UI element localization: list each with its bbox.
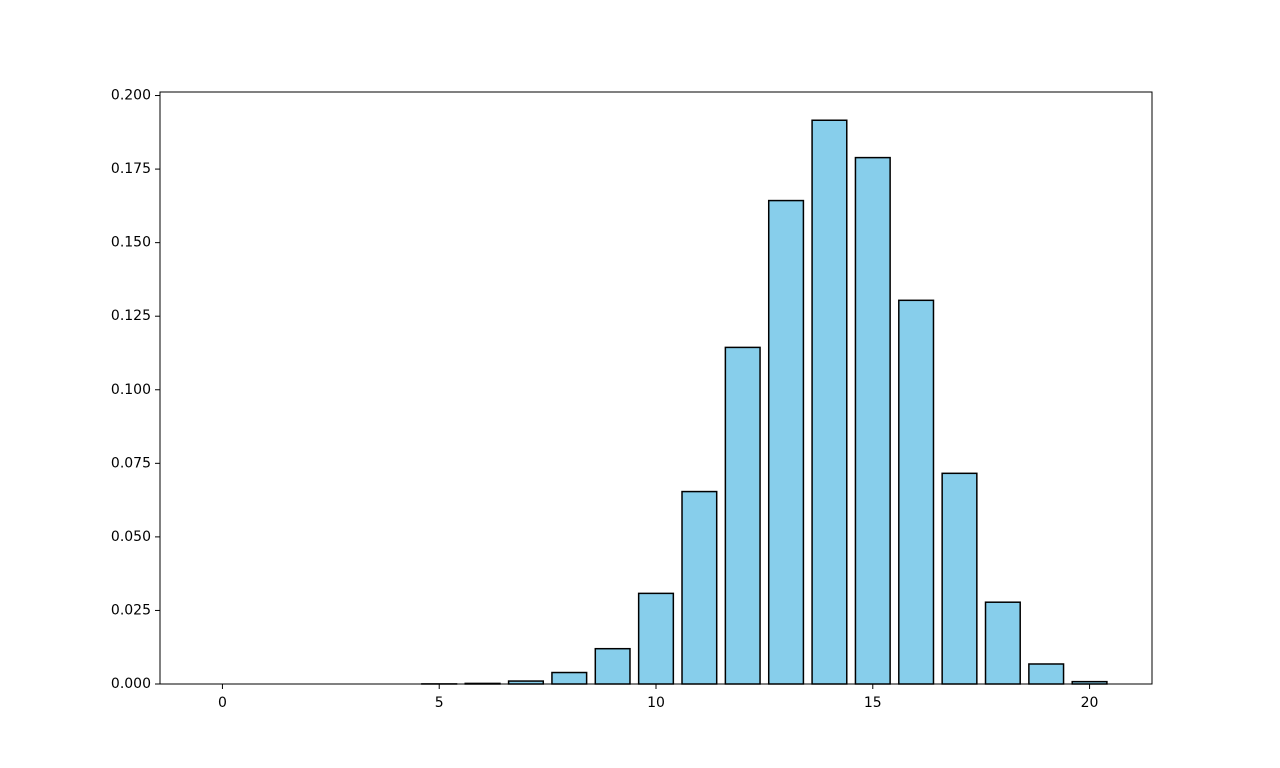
bar — [898, 299, 935, 685]
y-tick-label: 0.150 — [111, 235, 151, 251]
bar — [551, 671, 588, 685]
bar — [767, 199, 805, 685]
x-tick-label: 0 — [218, 695, 227, 711]
y-tick-label: 0.025 — [111, 602, 151, 618]
y-tick-label: 0.050 — [111, 529, 151, 545]
bar — [811, 119, 848, 685]
y-tick-label: 0.100 — [111, 382, 151, 398]
plot-frame — [159, 91, 1153, 685]
y-tick-label: 0.000 — [111, 676, 151, 692]
y-tick-label: 0.175 — [111, 161, 151, 177]
bar — [637, 592, 675, 685]
bar — [681, 490, 718, 685]
bar — [594, 647, 631, 685]
y-tick-label: 0.200 — [111, 88, 151, 104]
bar — [941, 472, 978, 685]
x-tick-label: 20 — [1081, 695, 1099, 711]
bar — [724, 346, 761, 685]
y-tick-label: 0.075 — [111, 455, 151, 471]
x-tick-label: 10 — [647, 695, 665, 711]
y-tick-label: 0.125 — [111, 308, 151, 324]
bar — [1028, 663, 1065, 685]
x-tick-label: 15 — [864, 695, 882, 711]
bar — [854, 156, 891, 685]
x-tick-label: 5 — [435, 695, 444, 711]
bar — [984, 601, 1021, 685]
